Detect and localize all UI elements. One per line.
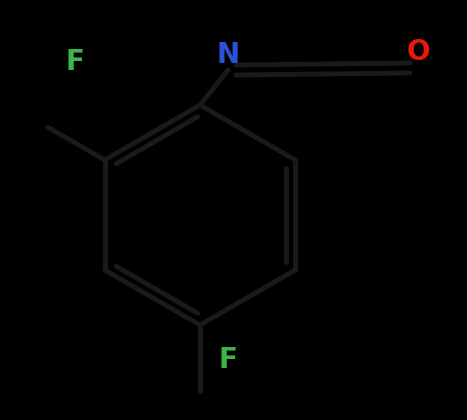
Text: F: F	[219, 346, 237, 374]
Text: O: O	[406, 38, 430, 66]
Text: F: F	[65, 48, 85, 76]
Text: N: N	[216, 41, 240, 69]
